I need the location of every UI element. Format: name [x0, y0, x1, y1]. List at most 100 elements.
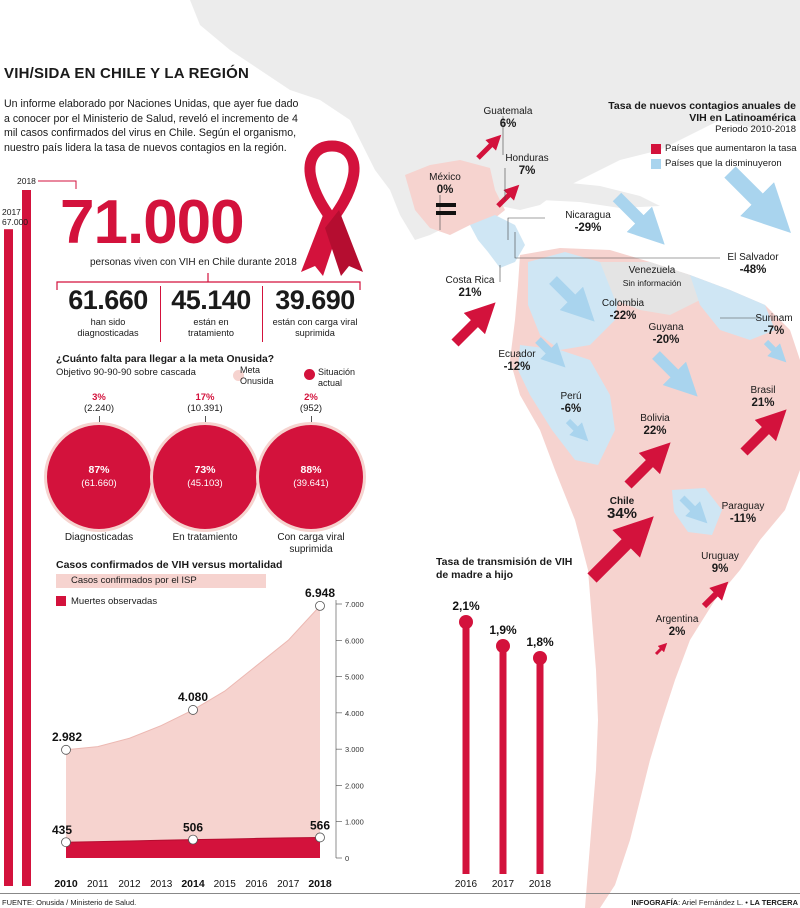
footer-source: FUENTE: Onusida / Ministerio de Salud.	[2, 898, 137, 907]
mtct-x-label: 2017	[492, 879, 515, 890]
country-ecuador: Ecuador -12%	[498, 349, 536, 373]
mtct-bar-2018	[536, 658, 544, 874]
area-series-1	[66, 837, 320, 858]
mtct-bar-cap	[459, 615, 473, 629]
point-label: 435	[52, 823, 72, 837]
legend-current-label: Situación actual	[318, 367, 356, 388]
arrow-guyana	[652, 351, 698, 397]
mtct-value-label: 2,1%	[452, 599, 480, 613]
y-tick-label: 6.000	[345, 636, 364, 645]
country-mexico: México 0%	[429, 172, 461, 196]
goal-circle-pct: 87%	[88, 464, 110, 476]
point-label: 566	[310, 818, 330, 832]
legend-up-label: Países que aumentaron la tasa	[665, 143, 797, 154]
x-tick-label: 2012	[118, 879, 141, 890]
goal-circle-label: Diagnosticadas	[64, 532, 134, 543]
country-uruguay: Uruguay 9%	[701, 551, 739, 575]
map-period: Periodo 2010-2018	[715, 124, 796, 135]
arrow-chile	[587, 516, 654, 583]
y-tick-label: 7.000	[345, 600, 364, 609]
arrow-bolivia	[624, 442, 671, 489]
arrow-argentina	[654, 642, 668, 656]
bar-2018-label: 2018	[17, 176, 36, 186]
arrow-costa-rica	[451, 302, 496, 347]
mtct-bar-cap	[533, 651, 547, 665]
point-marker	[315, 832, 325, 843]
stats-divider-1	[160, 286, 161, 342]
goal-gap-pct: 2%	[304, 392, 318, 403]
deaths-legend-swatch	[56, 596, 66, 606]
legend-up-swatch	[651, 144, 661, 154]
legend-down-swatch	[651, 159, 661, 169]
map-north-america	[190, 0, 800, 240]
goal-gap-pct: 17%	[195, 392, 215, 403]
goal-gap-n: (952)	[299, 403, 323, 414]
area-series-0	[66, 605, 320, 858]
map-ecuador-peru	[518, 345, 615, 465]
mtct-bar-2016	[462, 622, 470, 874]
page-title: VIH/SIDA EN CHILE Y LA REGIÓN	[4, 65, 250, 82]
point-label: 506	[183, 821, 203, 835]
x-tick-label: 2017	[277, 879, 300, 890]
country-surinam: Surinam -7%	[755, 313, 793, 337]
mtct-chart-title: Tasa de transmisión de VIH de madre a hi…	[436, 556, 573, 581]
y-tick-label: 0	[345, 854, 349, 863]
arrow-nicaragua	[612, 192, 665, 245]
big-number: 71.000	[60, 188, 245, 257]
x-tick-label: 2016	[245, 879, 268, 890]
goal-circle-pct: 73%	[194, 464, 216, 476]
footer-divider	[0, 893, 800, 894]
total-bars	[4, 180, 77, 886]
mtct-bar-2017	[499, 646, 507, 874]
legend-goal-dot	[233, 370, 244, 381]
arrow-el-salvador	[724, 166, 791, 233]
goal-circle-label: En tratamiento	[172, 532, 238, 543]
goal-circle-2: 2% (952) 88% (39.641) Con carga viral su…	[256, 392, 366, 555]
country-paraguay: Paraguay -11%	[721, 501, 765, 525]
country-nicaragua: Nicaragua -29%	[565, 210, 611, 234]
arrow-guatemala	[476, 134, 502, 160]
y-tick-label: 4.000	[345, 709, 364, 718]
x-tick-label: 2014	[181, 878, 205, 890]
arrow-honduras	[496, 184, 520, 208]
y-tick-label: 3.000	[345, 745, 364, 754]
stat-suppressed: 39.690 están con carga viral suprimida	[272, 285, 358, 339]
country-honduras: Honduras 7%	[505, 153, 549, 177]
goal-circle-n: (61.660)	[81, 478, 117, 489]
legend-down-label: Países que la disminuyeron	[665, 158, 782, 169]
goal-circle-1: 17% (10.391) 73% (45.103) En tratamiento	[150, 392, 260, 552]
legend-goal-label: Meta Onusida	[240, 365, 274, 386]
legend-current-dot	[304, 369, 315, 380]
cases-legend-swatch	[56, 574, 266, 588]
mtct-value-label: 1,8%	[526, 635, 554, 649]
stats-divider-2	[262, 286, 263, 342]
x-tick-label: 2013	[150, 879, 173, 890]
arrow-brasil	[740, 409, 787, 456]
cases-legend-label: Casos confirmados por el ISP	[71, 575, 197, 586]
point-marker	[61, 837, 71, 848]
mtct-value-label: 1,9%	[489, 623, 517, 637]
goal-circle-n: (45.103)	[187, 478, 223, 489]
y-tick-label: 5.000	[345, 673, 364, 682]
point-label: 2.982	[52, 730, 82, 744]
goal-circle-n: (39.641)	[293, 478, 329, 489]
footer-credit: INFOGRAFÍA: Ariel Fernández L. • LA TERC…	[631, 898, 798, 907]
stats-bracket	[56, 273, 361, 290]
deaths-legend-label: Muertes observadas	[71, 596, 158, 607]
y-tick-label: 2.000	[345, 781, 364, 790]
mtct-bar-cap	[496, 639, 510, 653]
arrow-colombia	[549, 276, 595, 322]
country-argentina: Argentina 2%	[655, 614, 699, 638]
bar-2017	[4, 229, 13, 886]
map-guyana-surinam	[690, 275, 775, 340]
arrow-paraguay	[679, 495, 708, 524]
stat-treatment: 45.140 están en tratamiento	[171, 285, 251, 339]
arrow-uruguay	[701, 581, 729, 609]
country-bolivia: Bolivia 22%	[640, 413, 670, 437]
country-peru: Perú -6%	[560, 391, 582, 415]
arrow-ecuador	[535, 337, 566, 368]
arrow-surinam	[763, 339, 787, 363]
country-guyana: Guyana -20%	[648, 322, 684, 346]
